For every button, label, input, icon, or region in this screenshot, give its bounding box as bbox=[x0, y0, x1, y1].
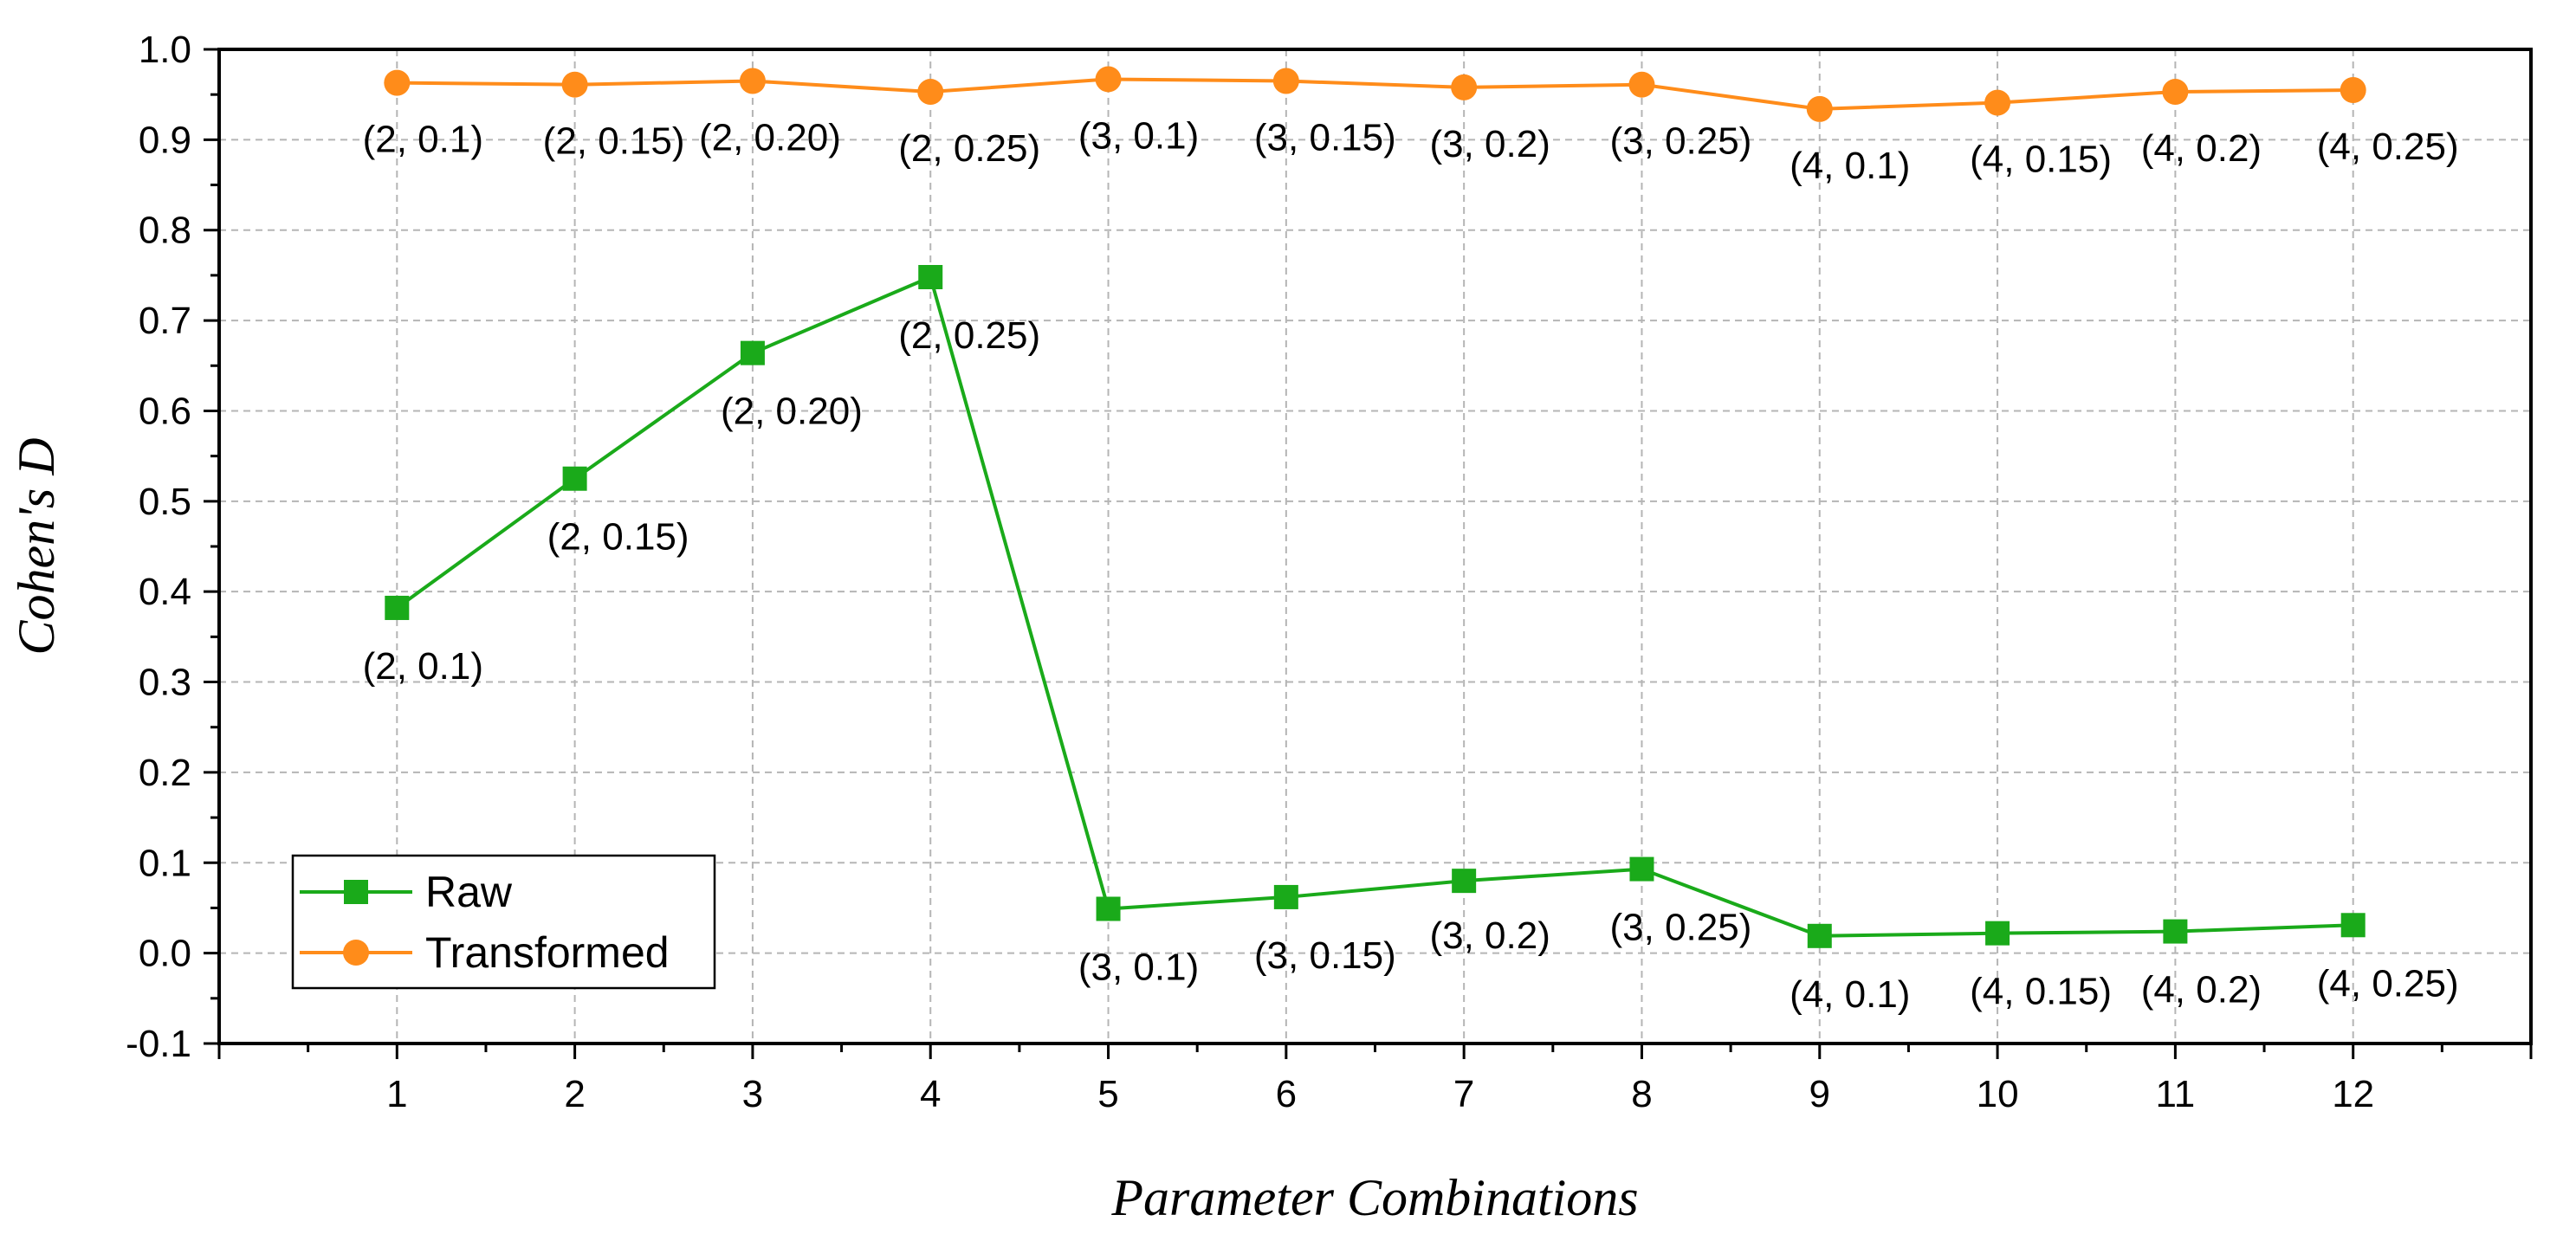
y-tick-label: 0.7 bbox=[139, 300, 191, 342]
data-point-raw bbox=[562, 466, 587, 491]
x-tick-label: 12 bbox=[2332, 1073, 2374, 1115]
x-tick-label: 9 bbox=[1809, 1073, 1830, 1115]
x-tick-label: 10 bbox=[1977, 1073, 2019, 1115]
y-tick-label: 0.5 bbox=[139, 481, 191, 523]
x-tick-label: 6 bbox=[1276, 1073, 1297, 1115]
data-label-raw: (2, 0.15) bbox=[547, 516, 689, 559]
data-point-transformed bbox=[1095, 66, 1122, 93]
y-tick-label: 0.4 bbox=[139, 571, 191, 613]
x-tick-label: 4 bbox=[920, 1073, 941, 1115]
data-point-raw bbox=[740, 340, 765, 365]
data-label-raw: (4, 0.1) bbox=[1790, 973, 1910, 1016]
legend-label: Raw bbox=[425, 868, 513, 916]
x-axis-title: Parameter Combinations bbox=[1110, 1169, 1638, 1226]
data-label-raw: (2, 0.20) bbox=[721, 391, 863, 433]
y-tick-label: 0.9 bbox=[139, 119, 191, 161]
data-point-transformed bbox=[1451, 74, 1478, 100]
x-tick-label: 11 bbox=[2156, 1073, 2196, 1115]
x-tick-label: 7 bbox=[1453, 1073, 1474, 1115]
data-point-raw bbox=[1096, 896, 1121, 921]
data-label-raw: (4, 0.25) bbox=[2317, 962, 2459, 1005]
y-tick-label: -0.1 bbox=[126, 1023, 191, 1065]
data-label-raw: (4, 0.2) bbox=[2141, 969, 2262, 1011]
y-tick-label: 0.0 bbox=[139, 933, 191, 975]
data-point-transformed bbox=[2340, 76, 2366, 103]
legend-marker-circle bbox=[343, 940, 369, 966]
series-line-raw bbox=[396, 275, 2353, 938]
data-label-transformed: (2, 0.20) bbox=[699, 117, 841, 159]
data-label-transformed: (2, 0.1) bbox=[363, 119, 483, 161]
x-tick-label: 3 bbox=[742, 1073, 763, 1115]
data-point-raw bbox=[2163, 919, 2188, 944]
series-raw bbox=[385, 264, 2366, 948]
x-tick-label: 8 bbox=[1631, 1073, 1652, 1115]
y-tick-label: 0.8 bbox=[139, 210, 191, 252]
data-label-transformed: (4, 0.2) bbox=[2141, 127, 2262, 170]
data-label-transformed: (4, 0.25) bbox=[2317, 126, 2459, 168]
x-tick-label: 1 bbox=[386, 1073, 407, 1115]
y-tick-label: 0.3 bbox=[139, 662, 191, 704]
data-point-raw bbox=[1985, 921, 2010, 946]
legend-marker-square bbox=[344, 880, 368, 904]
data-point-raw bbox=[1452, 869, 1477, 894]
data-point-transformed bbox=[2162, 79, 2189, 106]
data-label-raw: (2, 0.1) bbox=[363, 645, 483, 688]
data-point-raw bbox=[1807, 923, 1832, 948]
axes: -0.10.00.10.20.30.40.50.60.70.80.91.01 2 3… bbox=[126, 29, 2533, 1115]
series bbox=[384, 66, 2366, 948]
legend-item-raw: Raw bbox=[300, 868, 513, 916]
y-tick-label: 1.0 bbox=[139, 29, 191, 71]
x-tick-label: 5 bbox=[1097, 1073, 1118, 1115]
data-label-raw: (2, 0.25) bbox=[898, 314, 1040, 357]
data-label-raw: (3, 0.1) bbox=[1078, 946, 1199, 988]
x-tick-label: 2 bbox=[564, 1073, 585, 1115]
data-label-raw: (3, 0.15) bbox=[1254, 934, 1396, 977]
data-label-transformed: (3, 0.25) bbox=[1610, 120, 1752, 163]
grid-lines bbox=[219, 49, 2531, 1044]
data-point-raw bbox=[385, 595, 410, 620]
data-label-raw: (3, 0.2) bbox=[1429, 914, 1550, 957]
data-point-transformed bbox=[1272, 68, 1299, 94]
series-transformed bbox=[384, 66, 2366, 122]
legend-label: Transformed bbox=[425, 928, 670, 977]
data-point-transformed bbox=[561, 71, 588, 98]
data-point-raw bbox=[1273, 884, 1298, 909]
data-label-transformed: (3, 0.15) bbox=[1254, 117, 1396, 159]
data-label-transformed: (4, 0.15) bbox=[1970, 139, 2112, 181]
y-axis-title: Cohen's D bbox=[8, 437, 65, 655]
legend: Raw Transformed bbox=[291, 854, 716, 990]
data-label-raw: (3, 0.25) bbox=[1610, 907, 1752, 949]
data-point-transformed bbox=[1628, 71, 1655, 98]
data-label-transformed: (3, 0.1) bbox=[1078, 114, 1199, 157]
point-labels: (2, 0.1) (2, 0.15) (2, 0.20) (2, 0.25) (3, 0… bbox=[363, 114, 2459, 1015]
data-point-transformed bbox=[1984, 89, 2011, 116]
legend-item-transformed: Transformed bbox=[300, 928, 670, 977]
data-label-transformed: (2, 0.25) bbox=[898, 127, 1040, 170]
y-tick-label: 0.2 bbox=[139, 752, 191, 794]
data-point-raw bbox=[1629, 856, 1654, 882]
series-line-transformed bbox=[397, 77, 2353, 111]
data-point-raw bbox=[2340, 913, 2366, 938]
y-tick-label: 0.1 bbox=[139, 842, 191, 884]
data-point-transformed bbox=[917, 79, 944, 106]
data-label-raw: (4, 0.15) bbox=[1970, 971, 2112, 1013]
legend-box bbox=[291, 854, 716, 990]
data-label-transformed: (3, 0.2) bbox=[1429, 123, 1550, 165]
data-label-transformed: (4, 0.1) bbox=[1790, 145, 1910, 187]
y-tick-label: 0.6 bbox=[139, 390, 191, 432]
data-point-transformed bbox=[739, 68, 766, 94]
data-point-raw bbox=[918, 264, 943, 289]
data-label-transformed: (2, 0.15) bbox=[543, 120, 685, 163]
data-point-transformed bbox=[1806, 95, 1833, 122]
data-point-transformed bbox=[384, 69, 411, 96]
